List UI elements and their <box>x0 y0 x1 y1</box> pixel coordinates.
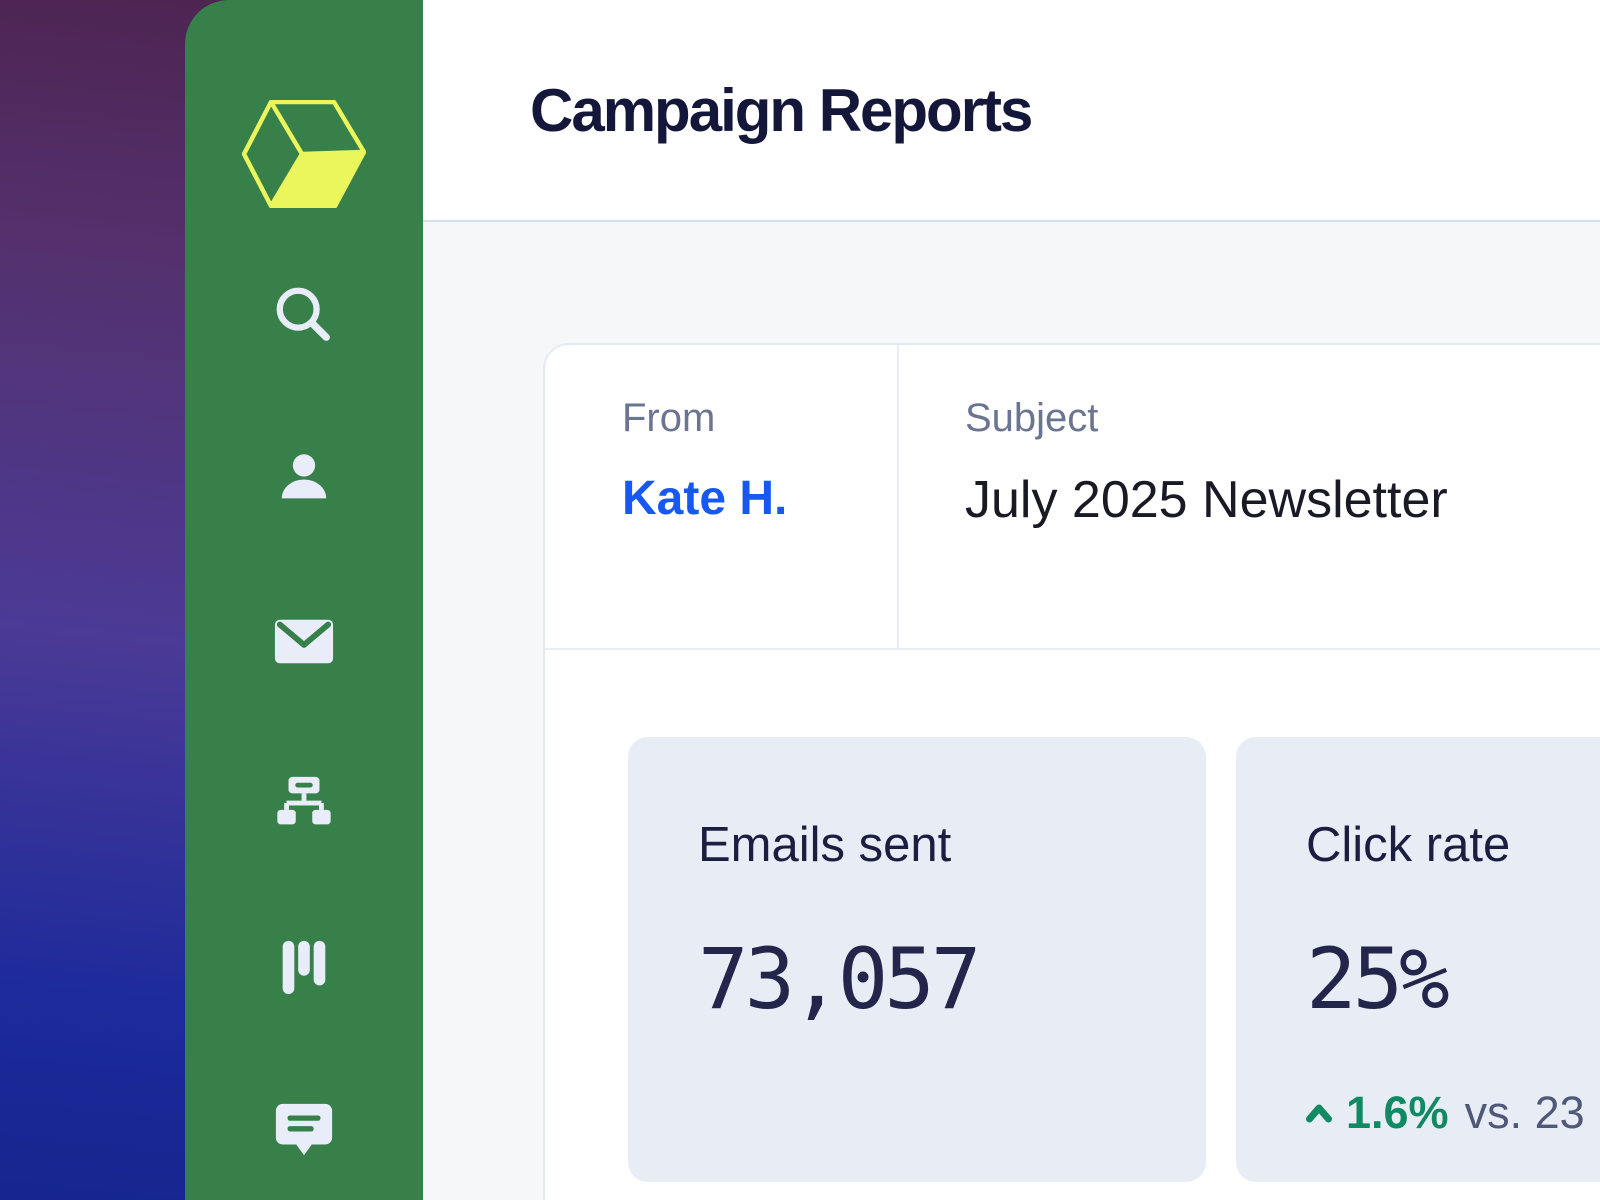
campaign-meta-row: From Kate H. Subject July 2025 Newslette… <box>545 345 1600 650</box>
search-icon <box>273 284 335 351</box>
kanban-icon <box>273 936 335 1003</box>
sidebar-item-email[interactable] <box>272 611 336 675</box>
main-content: Campaign Reports From Kate H. Subject Ju… <box>423 0 1600 1200</box>
app-logo[interactable] <box>241 50 367 209</box>
delta-value: 1.6% <box>1346 1087 1449 1138</box>
stat-tile-click-rate: Click rate 25% 1.6% vs. 23 <box>1236 737 1600 1182</box>
delta-comparison: vs. 23 <box>1464 1087 1585 1138</box>
sidebar-item-pipelines[interactable] <box>272 937 336 1001</box>
campaign-report-card: From Kate H. Subject July 2025 Newslette… <box>543 343 1600 1200</box>
sidebar-item-conversations[interactable] <box>272 1100 336 1164</box>
sidebar-nav <box>272 285 336 1164</box>
chat-bubble-icon <box>273 1099 335 1166</box>
from-label: From <box>622 396 716 440</box>
chevron-up-icon <box>1306 1102 1332 1124</box>
page-header: Campaign Reports <box>423 0 1600 222</box>
subject-label: Subject <box>965 396 1099 440</box>
envelope-icon <box>273 610 335 677</box>
stats-row: Emails sent 73,057 Click rate 25% 1.6% v… <box>545 650 1600 1182</box>
cube-logo-icon <box>241 99 367 212</box>
from-column: From Kate H. <box>545 345 899 648</box>
person-icon <box>273 447 335 514</box>
subject-column: Subject July 2025 Newsletter <box>899 345 1600 648</box>
stat-value: 25% <box>1306 930 1450 1028</box>
page-title: Campaign Reports <box>530 76 1033 144</box>
stat-tile-emails-sent: Emails sent 73,057 <box>628 737 1206 1182</box>
stat-label: Emails sent <box>698 818 952 872</box>
sidebar-item-automations[interactable] <box>272 774 336 838</box>
subject-value: July 2025 Newsletter <box>965 471 1448 529</box>
from-value-link[interactable]: Kate H. <box>622 472 788 525</box>
sidebar <box>185 0 423 1200</box>
stat-label: Click rate <box>1306 818 1511 872</box>
stat-delta-row: 1.6% vs. 23 <box>1306 1087 1600 1139</box>
sitemap-icon <box>273 773 335 840</box>
sidebar-item-search[interactable] <box>272 285 336 349</box>
sidebar-item-contacts[interactable] <box>272 448 336 512</box>
stat-value: 73,057 <box>698 930 981 1028</box>
